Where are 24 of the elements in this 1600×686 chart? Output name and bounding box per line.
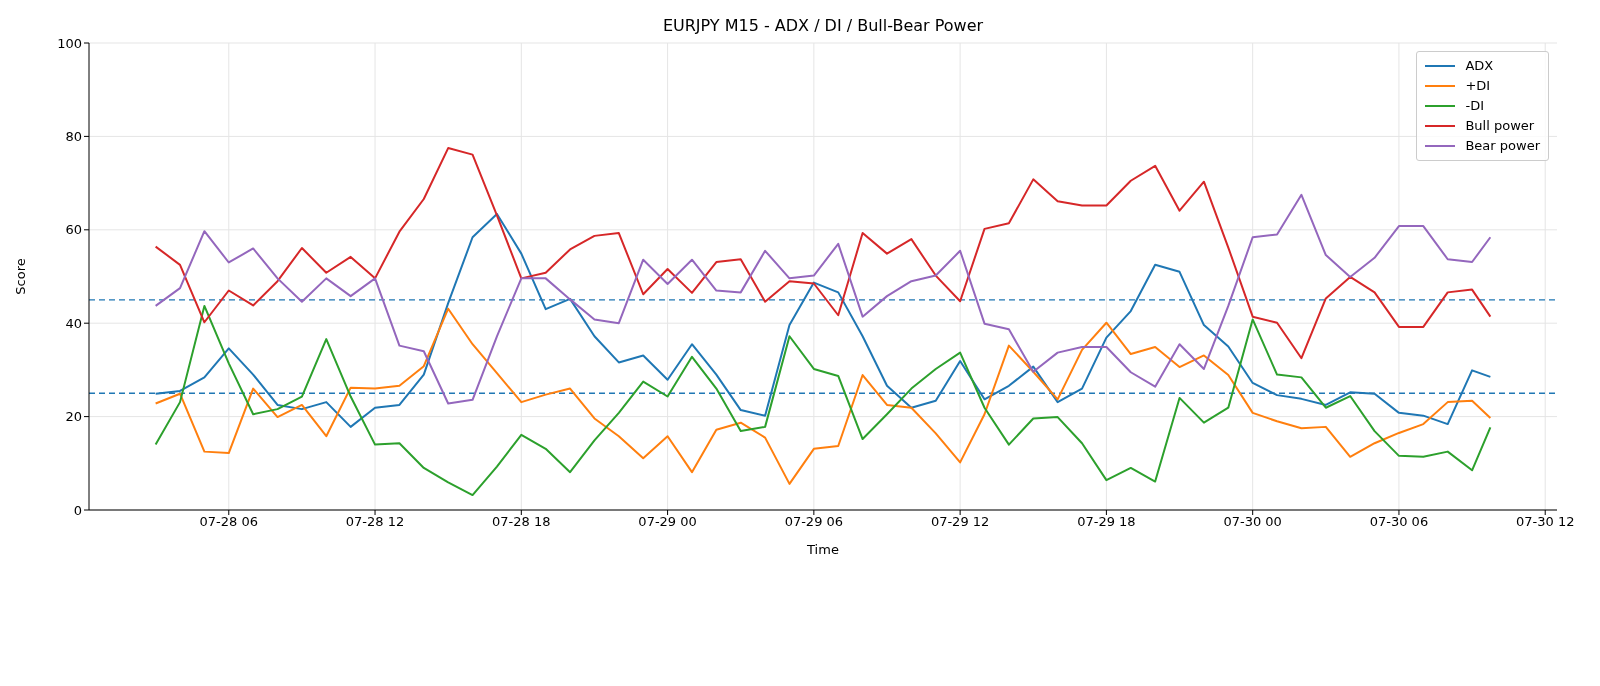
chart-title: EURJPY M15 - ADX / DI / Bull-Bear Power (661, 16, 985, 35)
y-tick-label: 40 (65, 315, 82, 331)
legend-label: -DI (1465, 97, 1484, 115)
legend-label: ADX (1465, 57, 1494, 75)
y-tick-label: 0 (73, 502, 82, 518)
y-tick-label: 60 (65, 222, 82, 238)
x-tick-label: 07-29 06 (784, 514, 844, 530)
x-axis-title: Time (806, 542, 839, 557)
x-tick-label: 07-29 00 (638, 514, 697, 530)
x-tick-label: 07-28 06 (199, 514, 258, 530)
legend-label: Bear power (1465, 137, 1540, 155)
x-tick-label: 07-29 18 (1077, 514, 1136, 530)
y-tick-label: 100 (57, 35, 82, 51)
legend-label: Bull power (1465, 117, 1535, 135)
legend-label: +DI (1465, 77, 1491, 95)
y-tick-label: 80 (65, 129, 82, 145)
x-tick-label: 07-30 00 (1223, 514, 1282, 530)
x-tick-label: 07-30 06 (1369, 514, 1429, 530)
y-axis-title: Score (12, 258, 28, 295)
y-tick-label: 20 (65, 409, 82, 425)
x-tick-label: 07-29 12 (930, 514, 990, 530)
x-tick-label: 07-28 18 (492, 514, 551, 530)
x-tick-label: 07-28 12 (345, 514, 405, 530)
x-tick-label: 07-30 12 (1515, 514, 1575, 530)
